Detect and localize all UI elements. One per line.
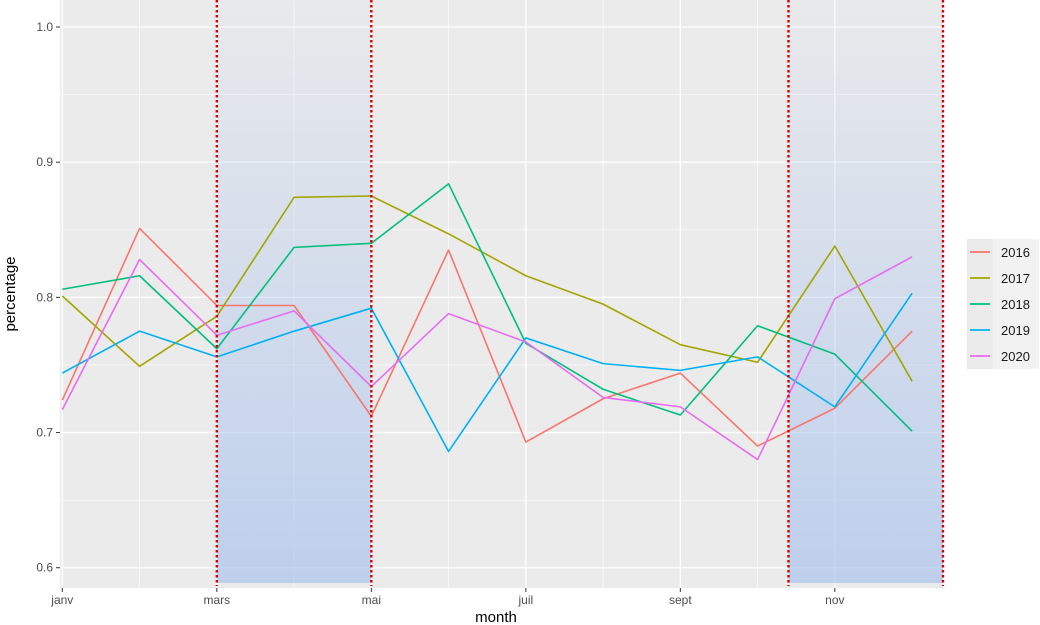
series-line-2017 <box>61 195 913 382</box>
legend: 2016 2017 2018 2019 2020 <box>967 239 1039 369</box>
y-axis-title: percentage <box>2 256 19 331</box>
series-line-2018 <box>62 183 913 432</box>
x-tick-label: juil <box>517 593 533 607</box>
legend-label-2017: 2017 <box>1001 271 1030 286</box>
y-tick-label: 0.7 <box>36 426 53 440</box>
legend-label-2018: 2018 <box>1001 297 1030 312</box>
series-line-2016 <box>61 227 913 447</box>
x-tick-label: janv <box>50 593 73 607</box>
series-line-2019 <box>61 292 913 453</box>
highlight-region <box>788 0 943 583</box>
legend-label-2019: 2019 <box>1001 323 1030 338</box>
highlight-region <box>216 0 372 583</box>
series-lines <box>61 183 913 461</box>
x-axis-title: month <box>475 609 517 625</box>
series-line-2020 <box>61 256 913 461</box>
x-axis-ticks: janv mars mai juil sept nov <box>50 588 845 607</box>
x-tick-label: nov <box>825 593 844 607</box>
y-tick-label: 0.9 <box>36 155 53 169</box>
legend-label-2016: 2016 <box>1001 245 1030 260</box>
y-tick-label: 0.8 <box>36 290 53 304</box>
x-tick-label: sept <box>669 593 692 607</box>
highlight-regions <box>216 0 943 583</box>
legend-label-2020: 2020 <box>1001 349 1030 364</box>
y-tick-label: 1.0 <box>36 20 53 34</box>
y-axis-ticks: 0.6 0.7 0.8 0.9 1.0 <box>36 20 60 575</box>
x-tick-label: mai <box>362 593 381 607</box>
x-tick-label: mars <box>203 593 230 607</box>
y-tick-label: 0.6 <box>36 561 53 575</box>
